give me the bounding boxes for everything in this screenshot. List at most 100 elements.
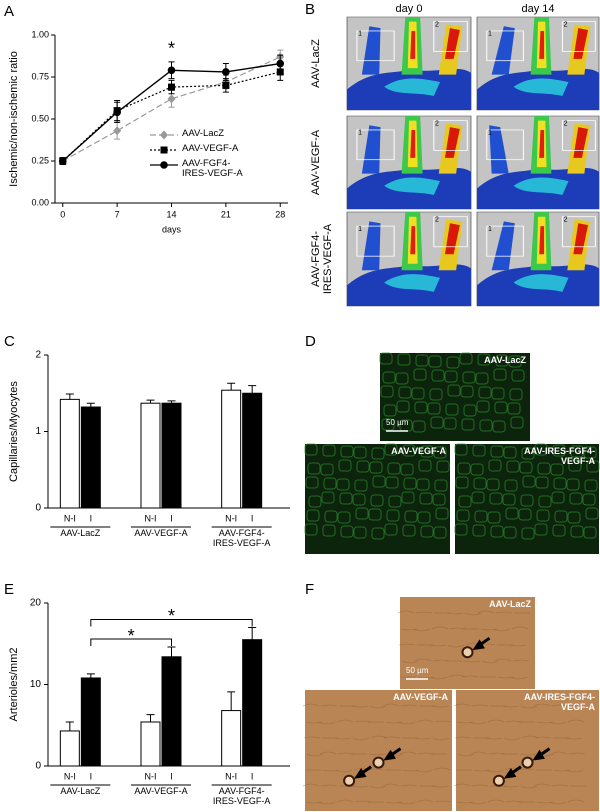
cell-outline bbox=[433, 446, 447, 459]
region-label: 1 bbox=[488, 31, 492, 38]
y-tick-label: 0.75 bbox=[31, 71, 49, 81]
series-label: I bbox=[251, 771, 254, 781]
cell-outline bbox=[535, 476, 549, 489]
cell-outline bbox=[352, 493, 366, 506]
arteriole bbox=[492, 774, 505, 787]
error-bar bbox=[86, 402, 95, 408]
heat-map bbox=[476, 16, 600, 111]
cell-outline bbox=[570, 445, 584, 458]
cell-border bbox=[416, 799, 434, 803]
cell-outline bbox=[384, 443, 398, 456]
category-label: AAV-FGF4-IRES-VEGF-A bbox=[212, 787, 271, 806]
heat-map bbox=[346, 115, 472, 210]
cell-outline bbox=[478, 386, 492, 399]
cell-outline bbox=[436, 460, 450, 473]
error-bar bbox=[86, 673, 95, 678]
heat-base-mid bbox=[384, 78, 440, 97]
cell-outline bbox=[433, 526, 447, 539]
heat-base-mid bbox=[513, 177, 569, 196]
cell-border bbox=[431, 626, 449, 630]
category-label: AAV-LacZ bbox=[60, 787, 101, 796]
scale-bar-label: 50 µm bbox=[406, 666, 429, 675]
cell-border bbox=[400, 628, 418, 631]
cell-outline bbox=[432, 493, 446, 506]
cell-outline bbox=[583, 526, 597, 539]
bar bbox=[140, 402, 161, 509]
cell-outline bbox=[570, 525, 584, 538]
cell-border bbox=[397, 610, 415, 614]
cell-outline bbox=[386, 509, 400, 522]
bar bbox=[161, 402, 182, 509]
heat-base-mid bbox=[513, 78, 569, 97]
cell-outline bbox=[371, 447, 385, 460]
cell-outline bbox=[445, 403, 459, 416]
cell-border bbox=[306, 753, 324, 757]
image-label: AAV-IRES-FGF4-VEGF-A bbox=[524, 447, 595, 466]
cell-outline bbox=[551, 491, 565, 504]
cell-outline bbox=[470, 463, 484, 476]
cell-border bbox=[320, 784, 338, 787]
heat-base-mid bbox=[513, 274, 569, 292]
cell-border bbox=[446, 612, 464, 615]
cell-border bbox=[536, 801, 554, 804]
arteriole bbox=[521, 756, 534, 769]
series-label: N-I bbox=[225, 771, 237, 781]
cell-border bbox=[319, 751, 337, 755]
panel-label: D bbox=[305, 333, 316, 350]
cell-outline bbox=[336, 478, 350, 491]
cell-border bbox=[511, 626, 529, 630]
cell-outline bbox=[522, 475, 536, 488]
heat-finger-mid-hot bbox=[410, 30, 416, 59]
cell-border bbox=[382, 703, 400, 707]
cell-outline bbox=[493, 368, 507, 381]
y-tick-label: 0.50 bbox=[31, 113, 49, 123]
error-bar bbox=[227, 382, 236, 391]
error-bar bbox=[248, 626, 257, 640]
y-tick-label: 0.25 bbox=[31, 155, 49, 165]
cell-outline bbox=[488, 459, 502, 472]
cell-border bbox=[336, 719, 354, 723]
cell-outline bbox=[458, 495, 472, 508]
cell-border bbox=[414, 737, 432, 740]
y-tick-label: 1.00 bbox=[31, 29, 49, 39]
region-label: 1 bbox=[488, 130, 492, 137]
cell-outline bbox=[567, 511, 581, 524]
region-box bbox=[486, 129, 524, 161]
y-axis-label: Arterioles/mm2 bbox=[8, 648, 20, 722]
image-label: AAV-IRES-FGF4-VEGF-A bbox=[524, 693, 595, 712]
arrow bbox=[503, 765, 522, 779]
category-label-box: AAV-VEGF-A bbox=[134, 529, 187, 538]
panel-label: F bbox=[305, 581, 314, 598]
error-bar bbox=[146, 714, 155, 722]
cell-border bbox=[519, 753, 537, 756]
cell-border bbox=[334, 737, 352, 740]
cell-outline bbox=[454, 523, 468, 536]
cell-outline bbox=[461, 418, 475, 431]
bar bbox=[80, 406, 101, 509]
annotation: * bbox=[168, 606, 175, 626]
cell-outline bbox=[506, 460, 520, 473]
region-box bbox=[356, 225, 395, 257]
x-axis-label: days bbox=[162, 224, 182, 234]
legend-label: AAV-LacZ bbox=[182, 129, 225, 139]
legend-marker bbox=[160, 146, 168, 154]
cell-outline bbox=[340, 445, 354, 458]
cell-border bbox=[416, 719, 434, 723]
error-bar bbox=[248, 385, 257, 394]
cell-border bbox=[509, 644, 527, 647]
cell-border bbox=[533, 703, 551, 707]
cell-border bbox=[481, 660, 499, 664]
marker bbox=[113, 126, 122, 136]
cell-outline bbox=[385, 476, 399, 489]
cell-outline bbox=[353, 526, 367, 539]
image-label-box: AAV-LacZ bbox=[489, 600, 531, 609]
cell-border bbox=[303, 736, 321, 739]
marker bbox=[276, 59, 285, 68]
category-label-box: AAV-FGF4-IRES-VEGF-A bbox=[212, 787, 271, 806]
cell-border bbox=[369, 785, 387, 789]
cell-outline bbox=[353, 446, 367, 459]
cell-outline bbox=[495, 354, 509, 367]
region-label: 2 bbox=[435, 120, 439, 127]
cell-outline bbox=[324, 510, 338, 523]
